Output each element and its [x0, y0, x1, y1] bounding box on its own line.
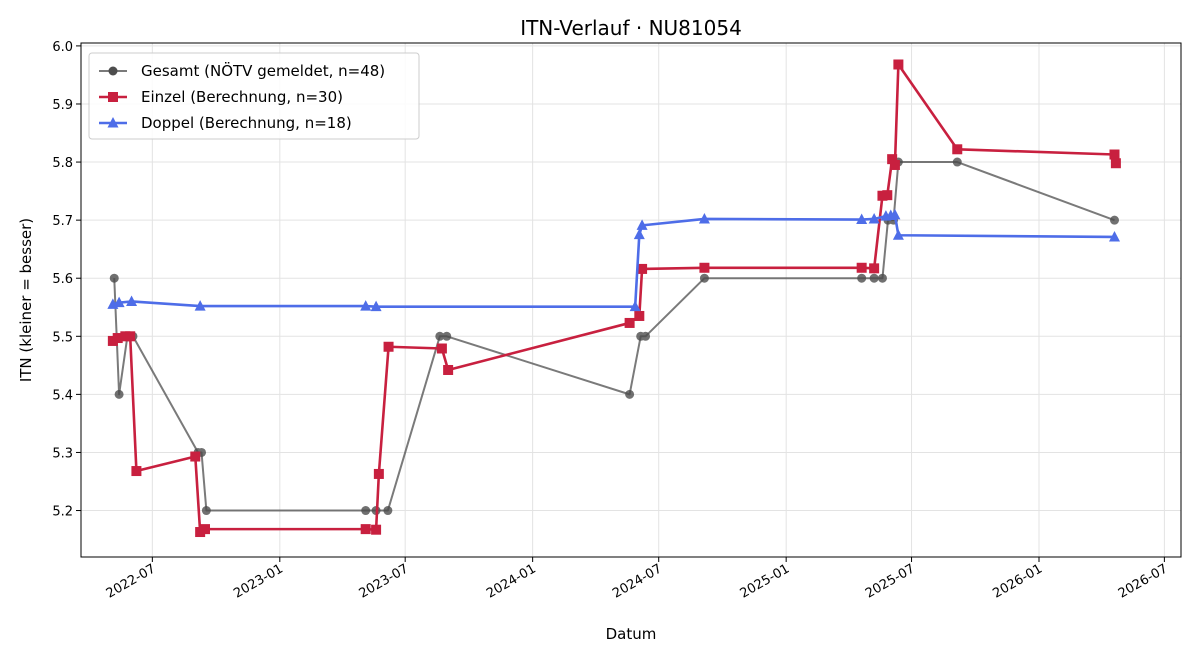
data-point-doppel — [126, 295, 138, 306]
legend: Gesamt (NÖTV gemeldet, n=48) Einzel (Bere… — [88, 52, 420, 140]
data-point-einzel — [952, 144, 963, 155]
y-axis-label: ITN (kleiner = besser) — [17, 218, 35, 382]
data-point-doppel — [370, 300, 382, 312]
data-point-gesamt — [877, 273, 887, 283]
y-tick-label: 5.4 — [52, 388, 73, 403]
data-point-einzel — [190, 451, 201, 462]
data-point-einzel — [893, 59, 904, 70]
y-tick-label: 5.9 — [52, 98, 73, 113]
data-point-einzel — [436, 343, 447, 354]
data-point-einzel — [125, 331, 136, 342]
data-point-doppel — [892, 229, 904, 240]
data-point-einzel — [1110, 158, 1121, 169]
data-point-gesamt — [361, 506, 371, 516]
data-point-einzel — [112, 333, 123, 344]
series-points-einzel — [107, 59, 1121, 538]
data-point-einzel — [699, 262, 710, 273]
series-layer — [107, 59, 1121, 538]
legend-box — [88, 52, 420, 140]
x-tick-label: 2022-07 — [104, 561, 159, 601]
x-tick-label: 2023-01 — [231, 561, 286, 601]
y-tick-label: 5.2 — [52, 505, 73, 520]
data-point-gesamt — [857, 273, 867, 283]
data-point-einzel — [199, 524, 210, 535]
data-point-einzel — [889, 159, 900, 170]
y-tick-label: 5.5 — [52, 330, 73, 345]
data-point-gesamt — [641, 331, 651, 341]
series-doppel — [107, 208, 1121, 312]
data-point-einzel — [624, 317, 635, 328]
series-einzel — [107, 59, 1121, 538]
data-point-einzel — [131, 466, 142, 477]
data-point-einzel — [887, 154, 898, 165]
data-point-einzel — [373, 468, 384, 479]
data-point-einzel — [443, 364, 454, 375]
data-point-einzel — [882, 190, 893, 201]
legend-marker-doppel — [107, 117, 119, 128]
data-point-gesamt — [1110, 215, 1120, 225]
data-point-einzel — [637, 263, 648, 274]
data-point-doppel — [856, 213, 868, 225]
data-point-einzel — [1109, 149, 1120, 160]
data-point-gesamt — [442, 331, 452, 341]
x-tick-label: 2023-07 — [357, 561, 412, 601]
data-point-gesamt — [114, 389, 124, 399]
data-point-gesamt — [109, 273, 119, 283]
data-point-einzel — [634, 310, 645, 321]
x-tick-label: 2025-01 — [738, 561, 793, 601]
data-point-einzel — [383, 341, 394, 352]
data-point-gesamt — [952, 157, 962, 167]
data-point-doppel — [698, 212, 710, 224]
legend-entry-gesamt: Gesamt (NÖTV gemeldet, n=48) — [141, 61, 385, 80]
data-point-gesamt — [699, 273, 709, 283]
y-tick-label: 6.0 — [52, 40, 73, 55]
y-axis: 5.2 5.3 5.4 5.5 5.6 5.7 5.8 5.9 6.0 — [52, 40, 81, 520]
legend-entry-einzel: Einzel (Berechnung, n=30) — [141, 88, 343, 106]
legend-entry-doppel: Doppel (Berechnung, n=18) — [141, 114, 352, 132]
x-tick-label: 2024-07 — [610, 561, 665, 601]
x-axis: 2022-07 2023-01 2023-07 2024-01 2024-07 2025-… — [104, 557, 1171, 602]
data-point-gesamt — [201, 506, 211, 516]
data-point-doppel — [629, 300, 641, 312]
data-point-einzel — [360, 524, 371, 535]
x-tick-label: 2025-07 — [863, 561, 918, 601]
data-point-doppel — [868, 212, 880, 224]
chart-title: ITN-Verlauf · NU81054 — [520, 16, 742, 40]
data-point-doppel — [360, 300, 372, 311]
data-point-doppel — [633, 228, 645, 240]
legend-marker-einzel — [108, 92, 118, 102]
data-point-einzel — [856, 262, 867, 273]
data-point-doppel — [1109, 230, 1121, 242]
plot-frame — [80, 42, 1182, 558]
data-point-doppel — [636, 219, 648, 230]
y-tick-label: 5.8 — [52, 156, 73, 171]
data-point-einzel — [869, 263, 880, 274]
y-tick-label: 5.7 — [52, 214, 73, 229]
data-point-gesamt — [869, 273, 879, 283]
x-axis-label: Datum — [606, 625, 657, 643]
x-tick-label: 2024-01 — [484, 561, 539, 601]
data-point-doppel — [113, 296, 125, 308]
series-line-doppel — [112, 213, 1115, 308]
x-tick-label: 2026-01 — [990, 561, 1045, 601]
series-points-doppel — [107, 208, 1121, 312]
y-tick-label: 5.6 — [52, 272, 73, 287]
data-point-gesamt — [625, 389, 635, 399]
data-point-gesamt — [435, 331, 445, 341]
data-point-einzel — [371, 524, 382, 535]
y-tick-label: 5.3 — [52, 446, 73, 461]
data-point-doppel — [194, 300, 206, 311]
data-point-gesamt — [383, 506, 393, 516]
legend-marker-gesamt — [108, 66, 118, 76]
x-tick-label: 2026-07 — [1116, 561, 1171, 601]
data-point-doppel — [889, 208, 901, 220]
